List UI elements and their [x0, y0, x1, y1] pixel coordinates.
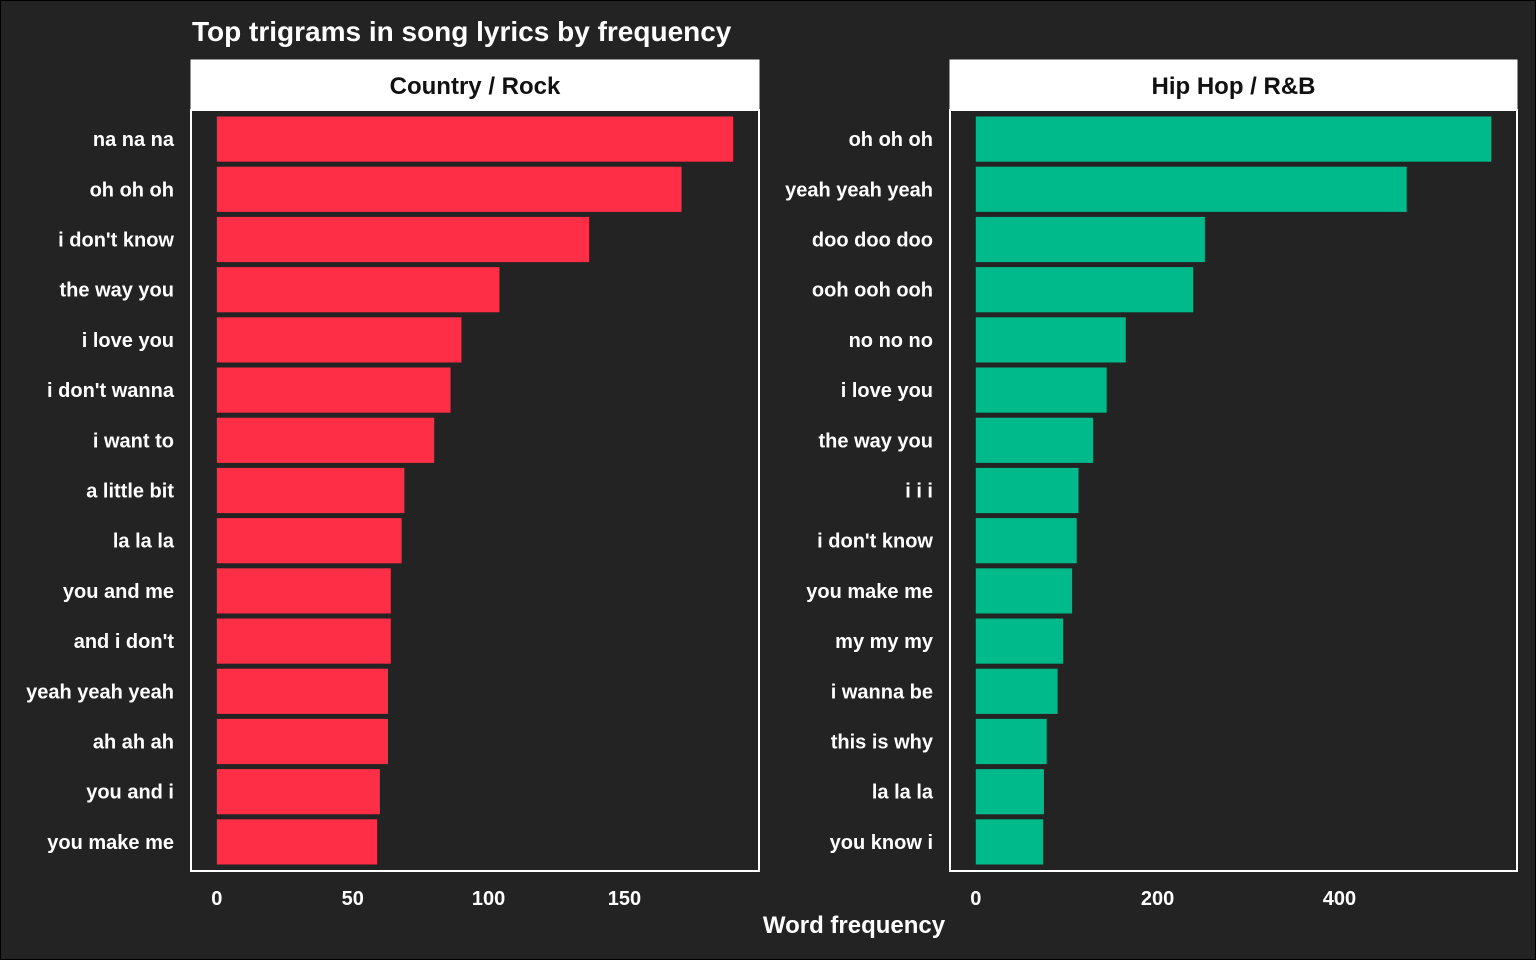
panel-1-bar	[216, 166, 682, 212]
panel-2-category-label: i i i	[905, 481, 933, 503]
panel-1-category-label: oh oh oh	[90, 179, 174, 201]
panel-1-category-label: na na na	[93, 129, 175, 151]
panel-1-category-label: ah ah ah	[93, 732, 174, 754]
panel-1-category-label: you and me	[63, 581, 174, 603]
panel-1-bar	[216, 718, 389, 765]
panel-2-category-label: doo doo doo	[812, 230, 933, 252]
panel-2-category-label: no no no	[849, 330, 933, 352]
panel-1-category-label: and i don't	[74, 631, 175, 653]
panel-2-category-label: you make me	[806, 581, 933, 603]
panel-2-category-label: yeah yeah yeah	[785, 179, 933, 201]
panel-1-bar	[216, 367, 451, 413]
panel-1-bar	[216, 267, 500, 313]
panel-2-category-label: ooh ooh ooh	[812, 280, 933, 302]
panel-1-bar	[216, 518, 402, 564]
panel-2-strip	[949, 59, 1518, 111]
panel-1-bar	[216, 216, 590, 263]
panel-2-bar	[975, 166, 1407, 212]
panel-2-x-tick-label: 200	[1141, 888, 1174, 910]
panel-1-category-label: a little bit	[86, 481, 174, 503]
panel-2-category-label: la la la	[872, 782, 934, 804]
panel-1-bar	[216, 317, 462, 363]
x-axis-label: Word frequency	[762, 912, 946, 939]
panel-2-bar	[975, 317, 1126, 363]
panel-1-x-tick-label: 50	[342, 888, 364, 910]
panel-1-category-label: yeah yeah yeah	[26, 681, 174, 703]
panel-2-bar	[975, 518, 1077, 564]
panel-2-bar	[975, 769, 1044, 815]
panel-1-bar	[216, 769, 380, 815]
panel-1-category-label: la la la	[113, 531, 175, 553]
panel-2-x-tick-label: 0	[970, 888, 981, 910]
panel-2-bar	[975, 467, 1079, 514]
panel-1-bar	[216, 417, 435, 463]
panel-1-bar	[216, 467, 405, 514]
panel-2-bar	[975, 367, 1107, 413]
panel-1-category-label: i want to	[93, 430, 174, 452]
panel-1-category-label: i love you	[82, 330, 174, 352]
panel-1-bar	[216, 819, 378, 865]
panel-1-bar	[216, 668, 389, 714]
panel-2-bar	[975, 618, 1064, 664]
panel-1-x-tick-label: 100	[472, 888, 505, 910]
panel-2-bar	[975, 116, 1492, 162]
panel-1-strip	[190, 59, 760, 111]
panel-2-x-tick-label: 400	[1323, 888, 1356, 910]
panel-1-category-label: you make me	[47, 832, 174, 854]
panel-1-strip-title: Country / Rock	[390, 73, 561, 100]
panel-2-category-label: i wanna be	[831, 681, 933, 703]
panel-2-category-label: i love you	[841, 380, 933, 402]
panel-2-bar	[975, 417, 1094, 463]
panel-1-bar	[216, 116, 734, 162]
panel-1-category-label: the way you	[60, 280, 174, 302]
panel-2-category-label: you know i	[830, 832, 933, 854]
panel-2-bar	[975, 267, 1194, 313]
panel-2-category-label: oh oh oh	[849, 129, 933, 151]
panel-2-bar	[975, 819, 1044, 865]
panel-2-category-label: my my my	[835, 631, 934, 653]
panel-2-strip-title: Hip Hop / R&B	[1152, 73, 1316, 100]
panel-1-bar	[216, 568, 391, 614]
panel-1-x-tick-label: 150	[608, 888, 641, 910]
chart-title: Top trigrams in song lyrics by frequency	[192, 16, 732, 47]
panel-1-category-label: i don't wanna	[47, 380, 175, 402]
panel-1-x-tick-label: 0	[211, 888, 222, 910]
panel-2-bar	[975, 568, 1073, 614]
panel-2-category-label: i don't know	[817, 531, 933, 553]
panel-1-category-label: you and i	[86, 782, 174, 804]
panel-2-bar	[975, 718, 1047, 765]
panel-2-category-label: the way you	[819, 430, 933, 452]
panel-2-category-label: this is why	[831, 732, 934, 754]
panel-1-category-label: i don't know	[58, 230, 174, 252]
panel-1-bar	[216, 618, 391, 664]
panel-2-bar	[975, 216, 1205, 263]
panel-2-bar	[975, 668, 1058, 714]
